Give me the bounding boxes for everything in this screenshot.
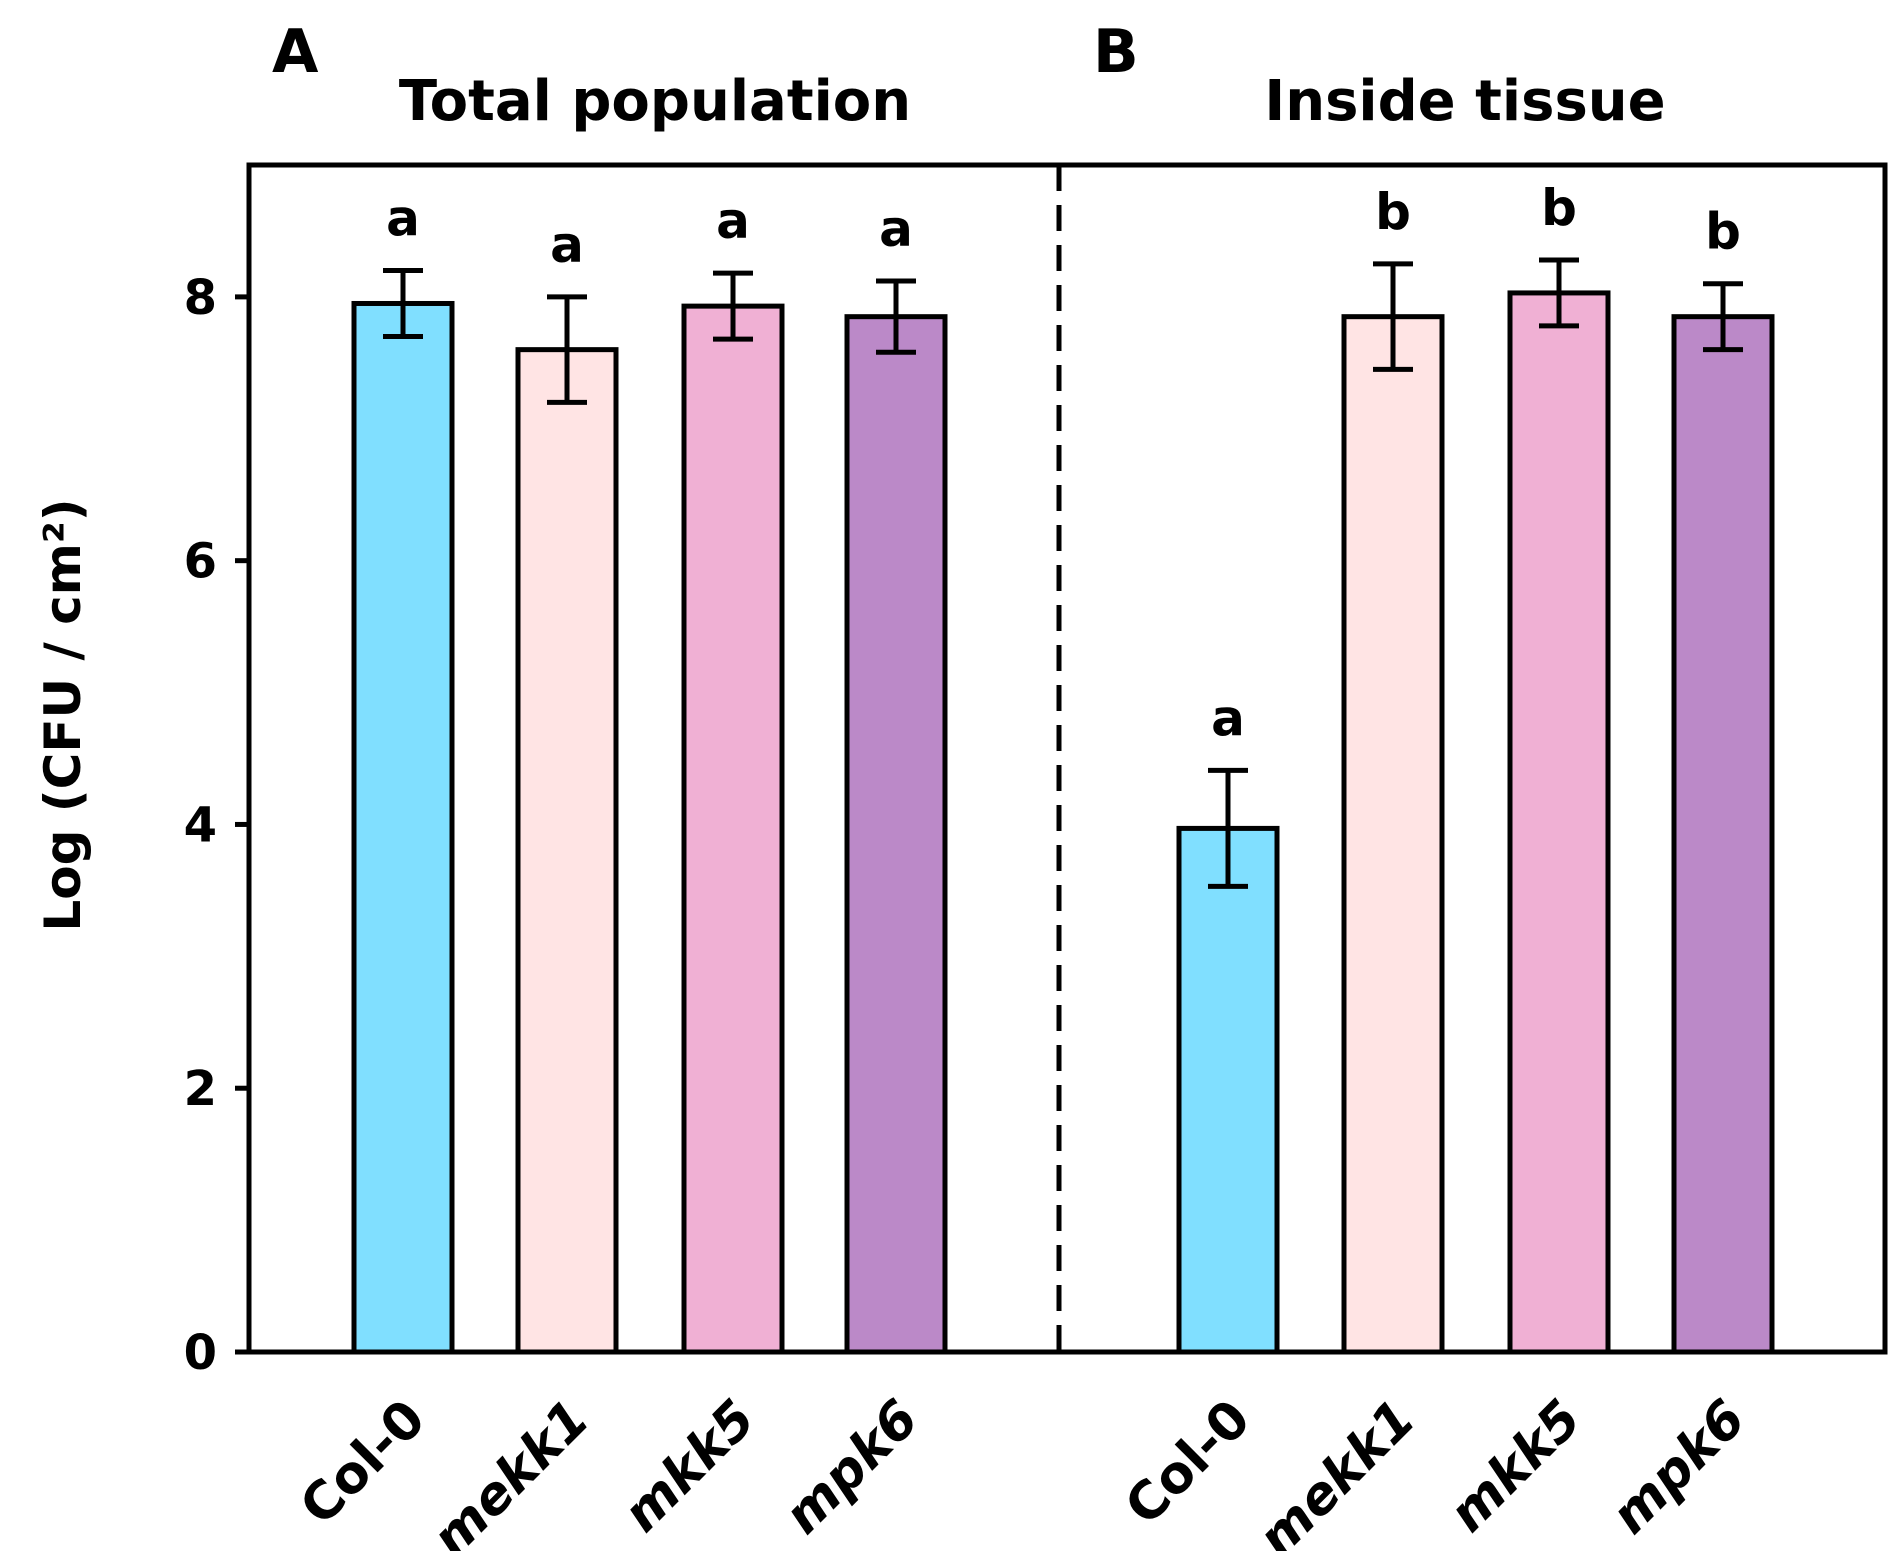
bar-mkk5: [1507, 290, 1611, 1355]
panel-b-letter: B: [1093, 17, 1139, 87]
panel-a-title: Total population: [399, 69, 911, 134]
category-label: mkk5: [1438, 1389, 1593, 1544]
category-label: mpk6: [773, 1389, 930, 1546]
category-label: mekk1: [421, 1389, 601, 1551]
plot-frame: [246, 162, 1888, 1355]
bar-mpk6: [1671, 314, 1775, 1355]
y-axis-ticks: 0 2 4 6 8: [184, 270, 249, 1381]
y-tick-label: 8: [184, 270, 217, 326]
significance-label: b: [1705, 203, 1741, 261]
bar-mekk1: [1341, 314, 1445, 1355]
significance-label: b: [1375, 183, 1411, 241]
significance-label: a: [879, 200, 913, 258]
bar-mekk1: [515, 347, 619, 1355]
panel-b-title: Inside tissue: [1264, 69, 1665, 134]
bar-mpk6: [844, 314, 948, 1355]
panel-a-letter: A: [272, 17, 319, 87]
category-label: mkk5: [612, 1389, 767, 1544]
y-tick-label: 6: [184, 534, 217, 590]
significance-label: a: [1211, 689, 1245, 747]
significance-label: a: [386, 190, 420, 248]
bar-mkk5: [681, 303, 785, 1355]
y-tick-label: 2: [184, 1061, 217, 1117]
bar-col-0: [351, 300, 455, 1355]
bar-col-0: [1176, 825, 1280, 1355]
y-tick-label: 0: [184, 1325, 217, 1381]
category-label: mekk1: [1247, 1389, 1427, 1551]
category-label: mpk6: [1600, 1389, 1757, 1546]
category-label: Col-0: [289, 1389, 437, 1537]
category-label: Col-0: [1114, 1389, 1262, 1537]
y-axis-label: Log (CFU / cm²): [34, 498, 92, 931]
significance-label: a: [716, 192, 750, 250]
bars-layer: [351, 257, 1775, 1355]
significance-label: a: [550, 216, 584, 274]
y-tick-label: 4: [184, 797, 217, 853]
significance-label: b: [1541, 179, 1577, 237]
